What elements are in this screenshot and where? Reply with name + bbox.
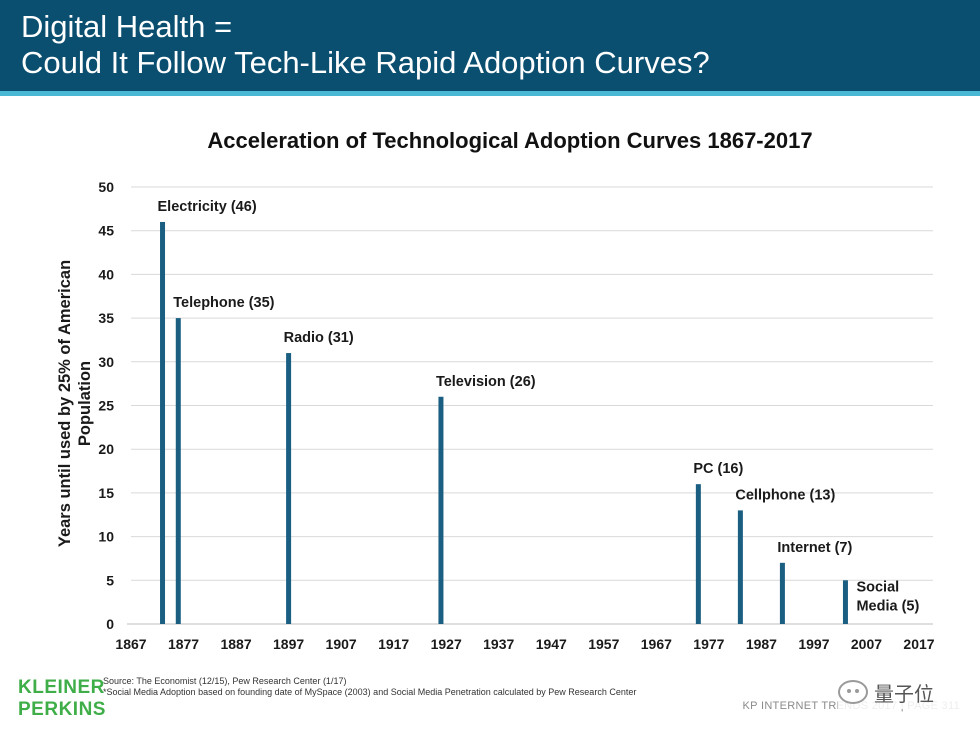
bar [286, 353, 292, 624]
y-tick-label: 5 [106, 572, 114, 588]
x-tick-label: 1887 [220, 636, 251, 652]
wechat-icon [838, 680, 868, 704]
data-label: Electricity (46) [158, 199, 257, 215]
slide-title-line-2: Could It Follow Tech-Like Rapid Adoption… [21, 45, 710, 80]
x-tick-label: 1897 [273, 636, 304, 652]
data-label: PC (16) [693, 461, 743, 477]
bar [438, 396, 444, 624]
watermark-text: 量子位 [874, 681, 934, 706]
x-tick-label: 1987 [746, 636, 777, 652]
y-tick-label: 50 [98, 179, 114, 195]
x-tick-label: 1947 [536, 636, 567, 652]
bar [842, 580, 848, 624]
x-tick-label: 2007 [851, 636, 882, 652]
y-tick-label: 45 [98, 223, 114, 239]
y-tick-label: 20 [98, 441, 114, 457]
source-line: Source: The Economist (12/15), Pew Resea… [103, 676, 347, 686]
data-label: Radio (31) [284, 330, 354, 346]
x-tick-label: 1957 [588, 636, 619, 652]
x-tick-label: 2017 [903, 636, 934, 652]
y-tick-label: 0 [106, 616, 114, 632]
y-tick-label: 30 [98, 354, 114, 370]
bar [160, 221, 166, 624]
x-tick-label: 1867 [115, 636, 146, 652]
x-tick-label: 1967 [641, 636, 672, 652]
data-label: Social Media (5) [856, 579, 919, 614]
y-tick-label: 35 [98, 310, 114, 326]
x-tick-label: 1937 [483, 636, 514, 652]
y-tick-label: 40 [98, 266, 114, 282]
kleiner-perkins-logo: KLEINER PERKINS [18, 677, 106, 721]
logo-line-2: PERKINS [18, 699, 106, 720]
y-tick-label: 10 [98, 529, 114, 545]
sources-note: Source: The Economist (12/15), Pew Resea… [103, 676, 636, 698]
logo-line-1: KLEINER [18, 677, 105, 698]
x-tick-label: 1907 [326, 636, 357, 652]
header-accent-rule [0, 91, 980, 96]
y-axis-title: Years until used by 25% of American Popul… [56, 260, 94, 547]
y-tick-label: 15 [98, 485, 114, 501]
bar [695, 484, 701, 624]
footnote-line: *Social Media Adoption based on founding… [103, 687, 637, 697]
data-label: Television (26) [436, 374, 536, 390]
bar [175, 318, 181, 624]
data-label: Cellphone (13) [735, 487, 835, 503]
watermark: 量子位 [838, 675, 962, 709]
x-tick-label: 1997 [798, 636, 829, 652]
data-label: Internet (7) [777, 540, 852, 556]
x-tick-label: 1877 [168, 636, 199, 652]
x-tick-label: 1917 [378, 636, 409, 652]
bar [737, 510, 743, 624]
chart-title: Acceleration of Technological Adoption C… [207, 128, 813, 153]
slide-title-line-1: Digital Health = [21, 9, 233, 44]
x-tick-label: 1977 [693, 636, 724, 652]
data-label: Telephone (35) [173, 295, 274, 311]
y-tick-label: 25 [98, 398, 114, 414]
x-tick-label: 1927 [431, 636, 462, 652]
bar [779, 562, 785, 624]
header-bar [0, 0, 980, 91]
